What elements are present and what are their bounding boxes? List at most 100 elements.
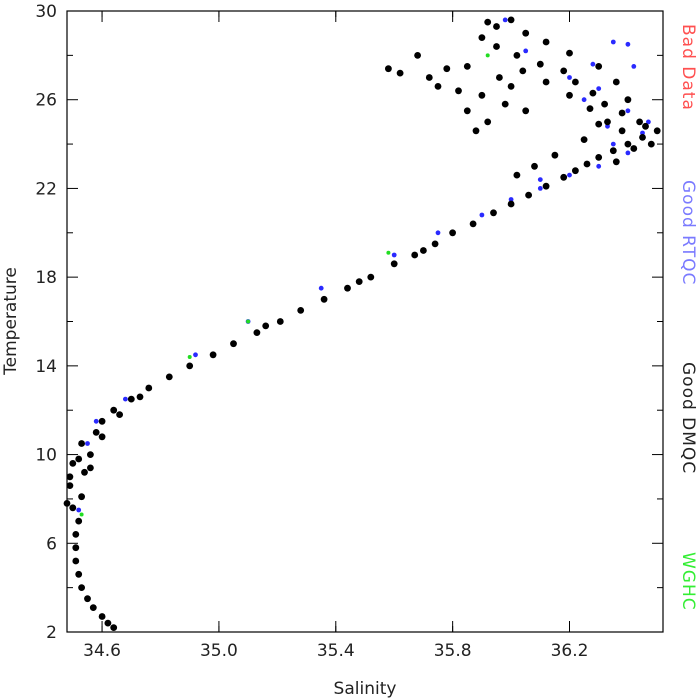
point-good-rtqc-2 (93, 418, 99, 424)
point-good-dmqc-97 (595, 120, 603, 128)
point-good-dmqc-75 (478, 91, 486, 99)
point-good-dmqc-46 (609, 147, 617, 155)
y-tick-label-6: 26 (35, 91, 57, 111)
point-wghc-3 (485, 53, 490, 58)
point-good-dmqc-72 (425, 74, 433, 81)
point-good-dmqc-95 (513, 171, 521, 179)
point-good-rtqc-4 (193, 352, 198, 358)
point-wghc-1 (246, 319, 251, 324)
point-good-dmqc-8 (72, 544, 80, 552)
point-good-dmqc-0 (110, 624, 118, 631)
point-good-rtqc-10 (508, 197, 514, 202)
x-tick-label-3: 35.8 (434, 641, 472, 661)
plot-background (67, 11, 663, 632)
point-good-dmqc-82 (519, 67, 527, 75)
point-good-dmqc-58 (513, 52, 521, 59)
point-good-dmqc-24 (186, 362, 194, 370)
x-tick-label-1: 35.0 (200, 641, 238, 661)
point-good-dmqc-102 (75, 455, 83, 463)
point-good-dmqc-2 (98, 613, 106, 620)
point-good-dmqc-35 (431, 240, 439, 248)
point-good-dmqc-7 (72, 557, 80, 565)
point-good-rtqc-11 (537, 186, 543, 191)
point-good-dmqc-10 (75, 517, 83, 525)
legend-good-rtqc: Good RTQC (678, 180, 698, 285)
point-good-dmqc-90 (414, 52, 421, 59)
point-good-rtqc-23 (581, 97, 587, 103)
point-good-dmqc-91 (385, 65, 392, 73)
point-good-rtqc-27 (610, 39, 616, 45)
point-good-dmqc-36 (449, 229, 456, 237)
point-good-dmqc-70 (463, 63, 471, 70)
point-good-dmqc-21 (127, 395, 135, 403)
point-good-dmqc-56 (560, 67, 568, 75)
point-good-dmqc-67 (595, 63, 603, 70)
point-good-dmqc-84 (566, 91, 573, 99)
point-good-rtqc-20 (631, 64, 637, 69)
legend-good-dmqc: Good DMQC (678, 362, 698, 474)
point-good-dmqc-93 (551, 151, 559, 159)
x-tick-label-2: 35.4 (317, 641, 355, 661)
point-good-dmqc-109 (420, 247, 427, 254)
point-good-dmqc-34 (411, 251, 419, 259)
point-good-dmqc-27 (253, 329, 261, 336)
point-good-rtqc-7 (391, 252, 397, 258)
point-good-dmqc-15 (69, 460, 77, 467)
y-tick-label-4: 18 (35, 268, 57, 288)
point-good-dmqc-13 (66, 482, 74, 489)
point-good-dmqc-106 (136, 393, 144, 401)
point-good-dmqc-78 (484, 118, 492, 126)
point-good-dmqc-71 (443, 65, 451, 73)
point-good-dmqc-28 (276, 318, 284, 325)
point-good-dmqc-42 (560, 173, 568, 181)
point-good-dmqc-1 (104, 619, 112, 627)
point-good-rtqc-26 (646, 119, 651, 125)
point-good-dmqc-16 (87, 451, 94, 458)
point-good-dmqc-101 (66, 473, 74, 481)
point-good-dmqc-23 (165, 373, 173, 381)
point-good-rtqc-8 (435, 230, 441, 236)
point-good-dmqc-47 (624, 140, 632, 148)
point-good-dmqc-11 (69, 504, 77, 512)
point-good-rtqc-0 (76, 507, 82, 513)
point-good-dmqc-103 (87, 464, 94, 472)
point-good-dmqc-22 (145, 384, 153, 392)
point-good-dmqc-87 (618, 127, 626, 135)
point-good-dmqc-53 (601, 100, 608, 108)
point-good-dmqc-18 (92, 429, 100, 436)
point-good-dmqc-81 (496, 74, 503, 81)
point-good-rtqc-25 (625, 150, 631, 156)
point-good-dmqc-74 (455, 87, 462, 95)
point-good-rtqc-13 (596, 163, 602, 169)
legend-bad-data: Bad Data (678, 24, 698, 111)
point-good-rtqc-16 (625, 108, 631, 114)
point-good-dmqc-6 (75, 570, 83, 578)
y-tick-label-1: 6 (46, 534, 57, 554)
point-good-dmqc-59 (493, 43, 500, 50)
point-wghc-4 (79, 512, 84, 517)
point-good-rtqc-24 (567, 75, 572, 80)
point-good-dmqc-44 (583, 160, 591, 168)
point-good-dmqc-80 (472, 127, 480, 135)
x-axis-title: Salinity (334, 679, 397, 699)
point-good-dmqc-17 (78, 440, 85, 447)
point-good-rtqc-1 (85, 441, 90, 446)
point-good-dmqc-77 (522, 107, 530, 115)
point-good-dmqc-43 (572, 167, 579, 175)
point-good-dmqc-76 (501, 100, 509, 108)
point-good-dmqc-5 (78, 584, 85, 591)
point-good-dmqc-39 (507, 200, 515, 208)
point-good-dmqc-64 (522, 29, 530, 37)
point-good-dmqc-12 (78, 493, 85, 501)
point-good-dmqc-14 (81, 468, 88, 476)
point-good-dmqc-30 (320, 295, 328, 303)
point-good-dmqc-105 (116, 411, 123, 418)
y-tick-label-0: 2 (46, 623, 57, 643)
point-good-dmqc-50 (653, 127, 661, 135)
point-good-dmqc-48 (639, 134, 646, 141)
point-wghc-0 (386, 250, 391, 255)
point-good-dmqc-83 (542, 78, 550, 86)
point-good-dmqc-79 (463, 107, 471, 115)
point-good-dmqc-40 (525, 191, 532, 199)
